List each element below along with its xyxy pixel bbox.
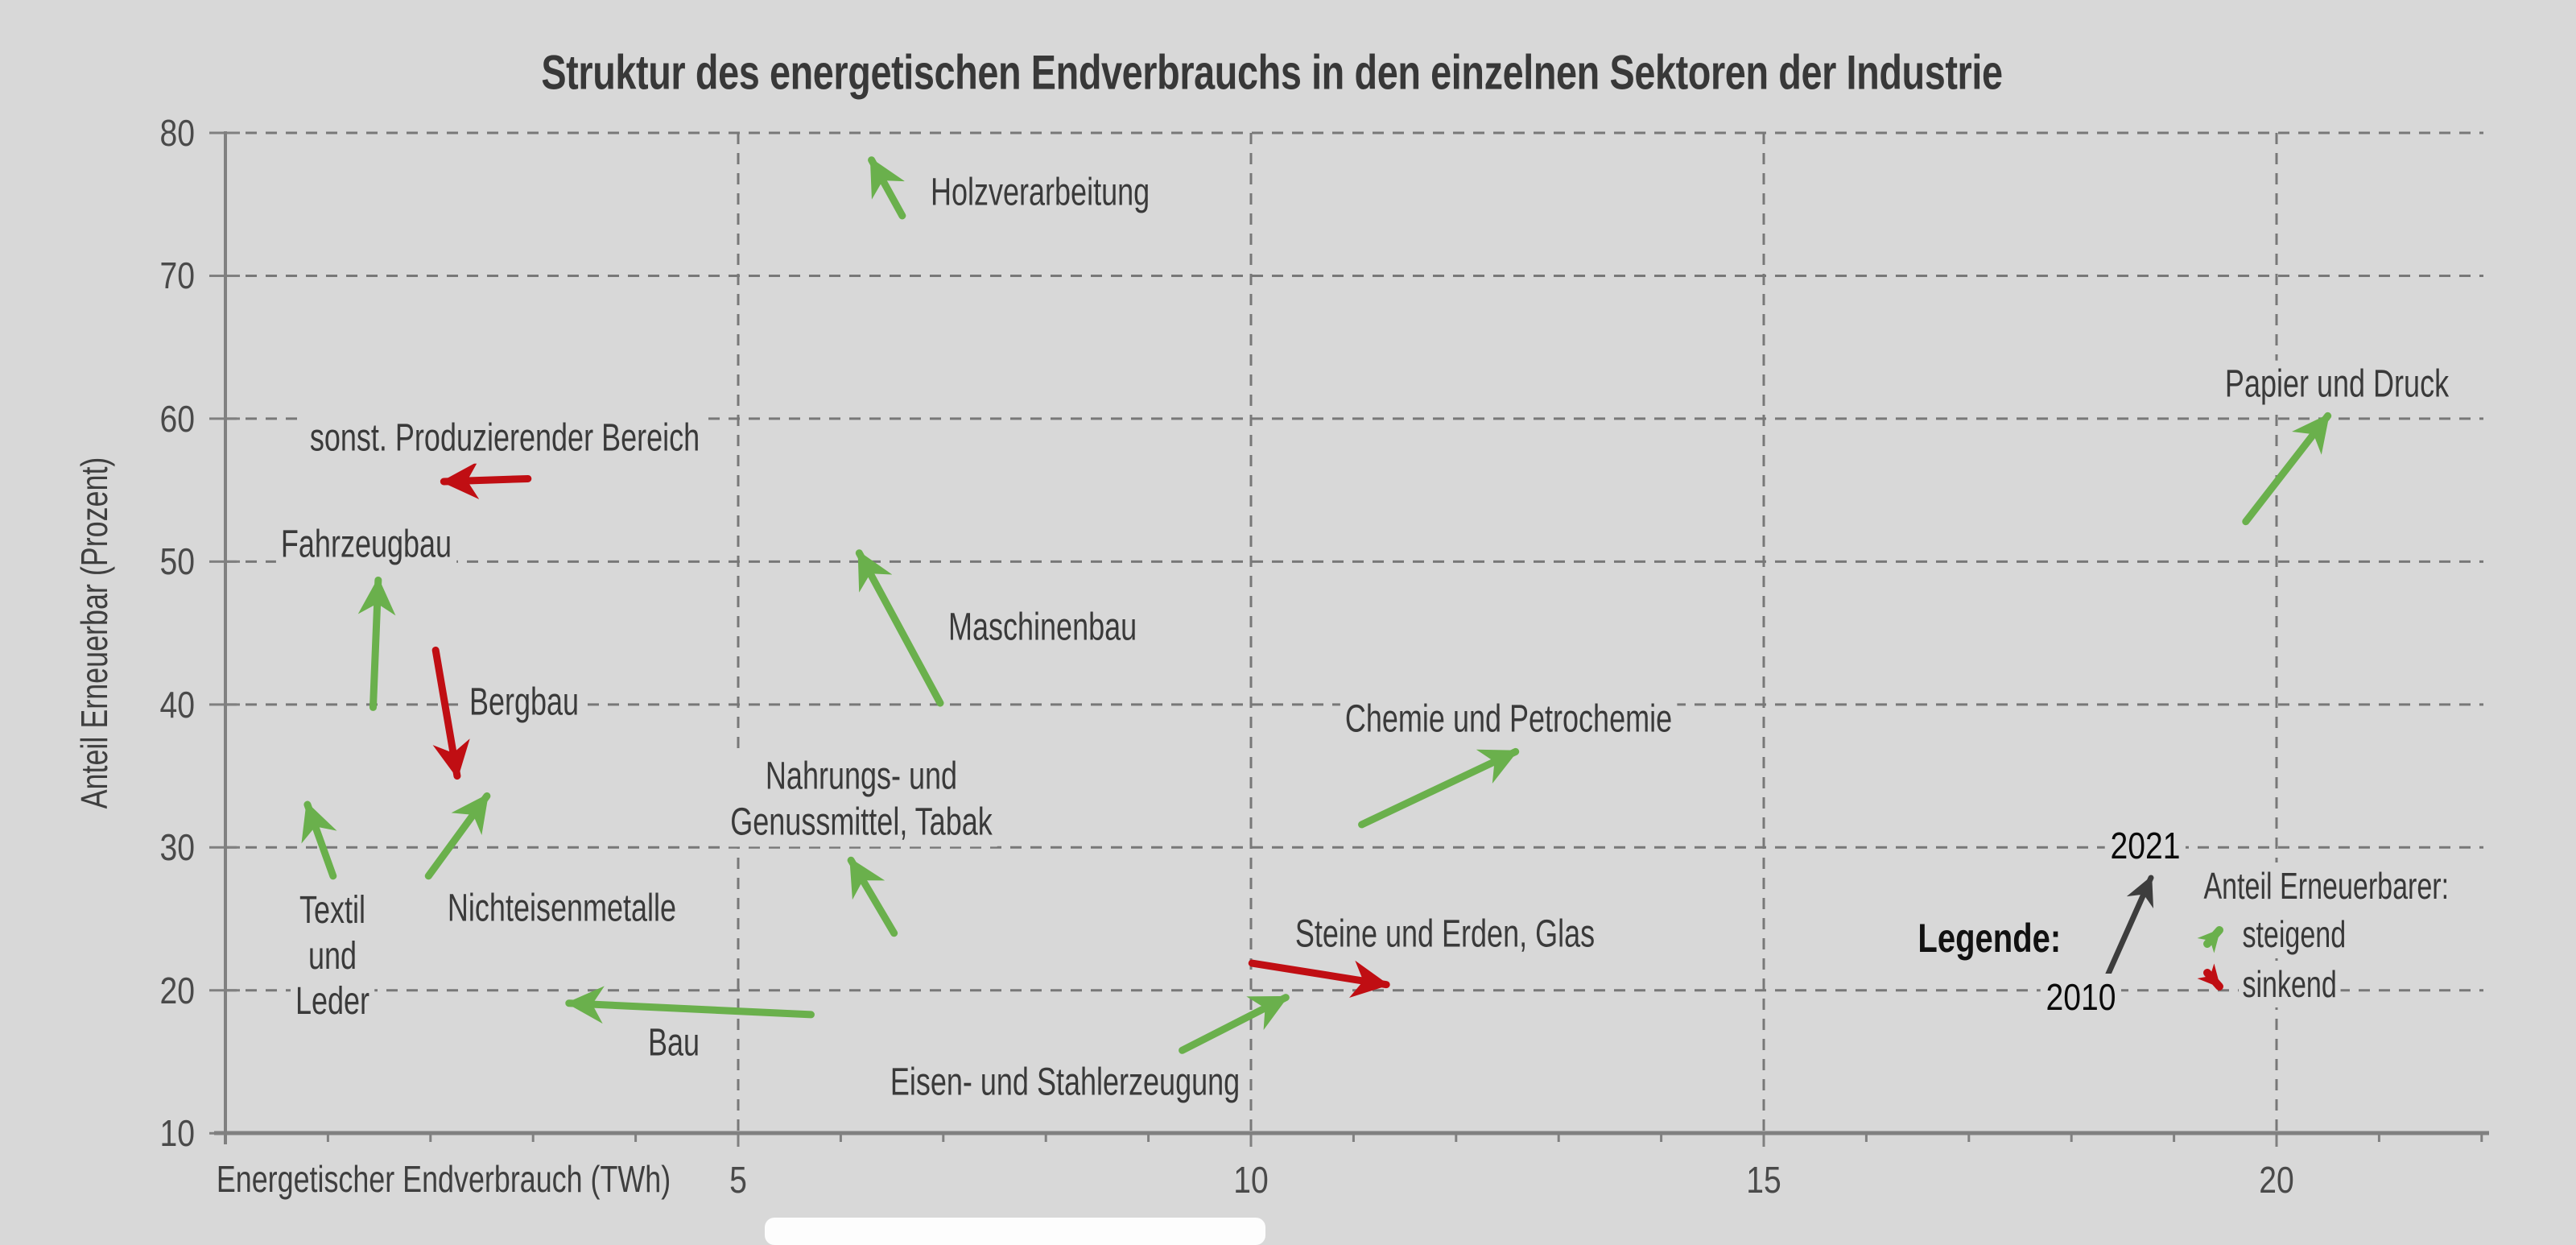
page-title: Struktur des energetischen Endverbrauchs… <box>541 45 2003 100</box>
sector-label: Fahrzeugbau <box>275 520 457 570</box>
x-tick-label: 20 <box>2259 1159 2294 1201</box>
bottom-white-bar <box>765 1218 1265 1245</box>
sector-label: Papier und Druck <box>2219 360 2454 410</box>
sector-label: Textil und Leder <box>290 887 375 1027</box>
sector-label: sonst. Produzierender Bereich <box>304 414 705 464</box>
legend-year-start: 2010 <box>2040 974 2122 1020</box>
y-tick-label: 30 <box>159 826 195 869</box>
sector-label-line: Bergbau <box>469 680 580 724</box>
legend-heading: Legende: <box>1913 913 2065 963</box>
legend-rising-label: steigend <box>2239 911 2350 958</box>
legend-falling-label: sinkend <box>2239 961 2341 1007</box>
trend-arrow-steigend <box>424 792 491 880</box>
trend-arrow-steigend <box>1358 747 1520 829</box>
sector-label-line: Eisen- und Stahlerzeugung <box>890 1061 1241 1104</box>
trend-arrow-sinkend <box>431 646 470 780</box>
trend-arrow-steigend <box>2242 412 2332 526</box>
legend-subtitle: Anteil Erneuerbarer: <box>2200 862 2453 909</box>
y-tick-label: 20 <box>159 969 195 1011</box>
sector-label-line: Bau <box>647 1021 700 1065</box>
sector-label-line: und <box>308 934 357 978</box>
trend-arrow-steigend <box>1179 994 1290 1054</box>
trend-arrow-steigend <box>855 549 944 707</box>
y-tick-label: 60 <box>159 397 195 440</box>
sector-label: Steine und Erden, Glas <box>1290 910 1600 960</box>
sector-label-line: Genussmittel, Tabak <box>730 800 993 843</box>
sector-label: Maschinenbau <box>943 603 1142 653</box>
axes <box>209 131 2489 1147</box>
x-tick-label: 10 <box>1233 1159 1269 1201</box>
sector-label: Nahrungs- und Genussmittel, Tabak <box>725 752 997 847</box>
trend-arrow-steigend <box>847 856 898 937</box>
legend-year-arrow <box>2099 875 2154 990</box>
sector-label-line: Papier und Druck <box>2224 362 2450 406</box>
sector-label-line: Nahrungs- und <box>765 755 958 798</box>
x-tick-label: 5 <box>729 1159 747 1201</box>
trend-arrow-sinkend <box>440 461 532 499</box>
trend-arrows <box>301 156 2332 1054</box>
sector-label: Eisen- und Stahlerzeugung <box>885 1058 1245 1108</box>
y-tick-label: 50 <box>159 540 195 583</box>
sector-label: Bau <box>642 1019 705 1069</box>
sector-label-line: sonst. Produzierender Bereich <box>309 416 700 460</box>
sector-label-line: Holzverarbeitung <box>931 171 1150 214</box>
x-tick-label: 15 <box>1746 1159 1781 1201</box>
y-axis-title: Anteil Erneuerbar (Prozent) <box>73 457 115 809</box>
sector-label: Chemie und Petrochemie <box>1340 695 1678 745</box>
sector-label-line: Nichteisenmetalle <box>447 887 677 930</box>
y-tick-label: 80 <box>159 112 195 154</box>
trend-arrow-steigend <box>868 156 906 220</box>
trend-arrow-steigend <box>565 986 815 1024</box>
sector-label: Bergbau <box>464 678 584 728</box>
trend-arrow-steigend <box>357 576 396 711</box>
y-tick-label: 70 <box>159 254 195 297</box>
sector-label-line: Fahrzeugbau <box>280 523 452 566</box>
sector-label-line: Steine und Erden, Glas <box>1294 912 1596 956</box>
sector-label-line: Maschinenbau <box>948 606 1137 649</box>
trend-arrow-sinkend <box>1248 959 1390 998</box>
sector-label: Holzverarbeitung <box>926 168 1155 218</box>
trend-arrow-steigend <box>301 800 337 880</box>
sector-label-line: Chemie und Petrochemie <box>1344 697 1673 741</box>
y-tick-label: 10 <box>159 1112 195 1155</box>
legend-year-end: 2021 <box>2104 822 2186 869</box>
falling-arrow-icon <box>2197 963 2223 991</box>
sector-label: Nichteisenmetalle <box>442 884 682 934</box>
x-axis-title: Energetischer Endverbrauch (TWh) <box>216 1158 671 1200</box>
rising-arrow-icon <box>2197 926 2223 953</box>
legend-arrows <box>2099 875 2223 991</box>
sector-label-line: Leder <box>295 980 370 1024</box>
sector-label-line: Textil <box>299 889 366 933</box>
y-tick-label: 40 <box>159 683 195 726</box>
